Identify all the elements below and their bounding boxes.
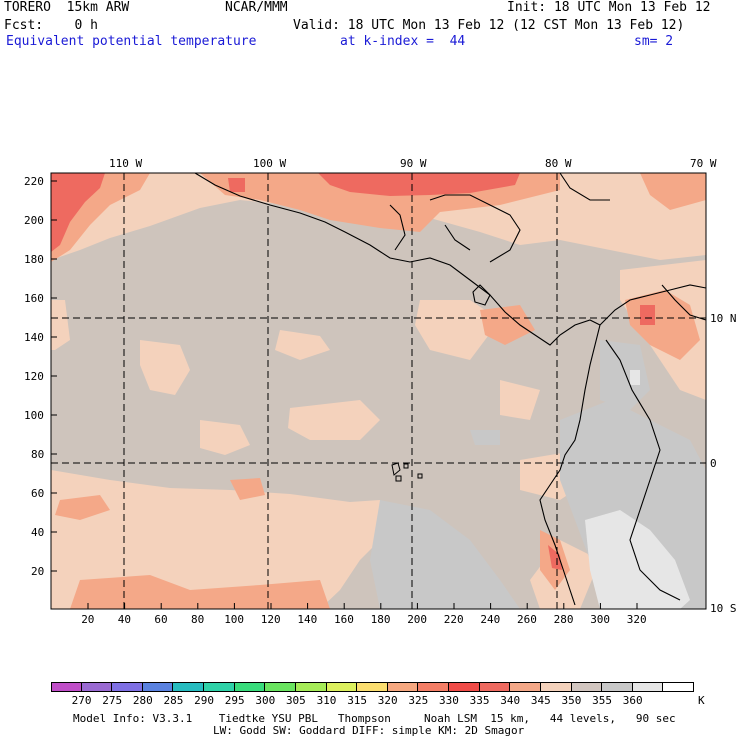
init-time: Init: 18 UTC Mon 13 Feb 12: [507, 0, 711, 15]
axis-ticks: [51, 180, 638, 609]
model-name: TORERO 15km ARW: [4, 0, 130, 15]
y-tick-label: 40: [31, 526, 45, 539]
x-tick-label: 140: [297, 613, 318, 626]
colorbar-label: 325: [408, 694, 429, 707]
colorbar-box: [510, 682, 541, 692]
colorbar-box: [632, 682, 664, 692]
y-tick-label: 20: [31, 565, 45, 578]
x-tick-label: 180: [370, 613, 391, 626]
colorbar-box: [51, 682, 82, 692]
colorbar-label: 305: [285, 694, 306, 707]
x-tick-label: 260: [517, 613, 537, 626]
y-tick-label: 200: [24, 214, 44, 227]
colorbar-label: 320: [377, 694, 398, 707]
colorbar-box: [204, 682, 235, 692]
forecast-hour: Fcst: 0 h: [4, 18, 98, 33]
colorbar-box: [479, 682, 511, 692]
physics-info: LW: Godd SW: Goddard DIFF: simple KM: 2D…: [213, 724, 525, 737]
x-tick-label: 20: [81, 613, 95, 626]
colorbar-box: [357, 682, 388, 692]
lon-label-100w: 100 W: [253, 157, 287, 170]
colorbar-box: [418, 682, 450, 692]
colorbar-label: 340: [500, 694, 521, 707]
colorbar-label: 345: [530, 694, 551, 707]
colorbar-box: [663, 682, 694, 692]
x-tick-label: 240: [480, 613, 501, 626]
colorbar-box: [326, 682, 358, 692]
field-355-360: [585, 370, 690, 609]
galapagos-islands: [391, 462, 423, 482]
valid-time: Valid: 18 UTC Mon 13 Feb 12 (12 CST Mon …: [293, 18, 685, 33]
y-tick-label: 60: [31, 487, 45, 500]
colorbar-label: 295: [224, 694, 245, 707]
colorbar-label: 285: [163, 694, 184, 707]
y-tick-label: 120: [24, 370, 44, 383]
map-frame: [50, 172, 707, 610]
lon-label-90w: 90 W: [400, 157, 427, 170]
colorbar-label: 275: [102, 694, 123, 707]
y-tick-label: 100: [24, 409, 44, 422]
y-tick-label: 180: [24, 253, 44, 266]
colorbar-box: [387, 682, 419, 692]
colorbar-box: [173, 682, 205, 692]
x-tick-label: 120: [260, 613, 281, 626]
y-tick-label: 140: [24, 331, 44, 344]
x-tick-label: 160: [334, 613, 354, 626]
lat-label-10n: 10 N: [710, 312, 737, 325]
lon-label-110w: 110 W: [109, 157, 143, 170]
colorbar-box: [81, 682, 113, 692]
coastlines: [194, 172, 707, 606]
colorbar-box: [571, 682, 603, 692]
colorbar-box: [142, 682, 174, 692]
y-tick-label: 80: [31, 448, 45, 461]
colorbar-label: 335: [469, 694, 490, 707]
colorbar-units: K: [698, 694, 705, 707]
colorbar-box: [112, 682, 143, 692]
lat-label-10s: 10 S: [710, 602, 737, 615]
smoothing: sm= 2: [634, 34, 674, 49]
y-tick-label: 220: [24, 175, 44, 188]
lat-label-0: 0: [710, 457, 717, 470]
x-tick-label: 300: [590, 613, 611, 626]
lon-label-80w: 80 W: [545, 157, 572, 170]
x-tick-label: 100: [224, 613, 245, 626]
colorbar-label: 310: [316, 694, 337, 707]
colorbar-label: 300: [255, 694, 276, 707]
colorbar-box: [602, 682, 633, 692]
field-name: Equivalent potential temperature: [6, 34, 257, 49]
colorbar-box: [540, 682, 572, 692]
colorbar-label: 350: [561, 694, 582, 707]
colorbar-label: 290: [194, 694, 214, 707]
x-tick-label: 60: [154, 613, 168, 626]
level-index: at k-index = 44: [340, 34, 466, 49]
y-tick-label: 160: [24, 292, 44, 305]
colorbar-label: 315: [347, 694, 368, 707]
x-tick-label: 220: [443, 613, 464, 626]
colorbar-box: [234, 682, 266, 692]
model-info: Model Info: V3.3.1 Tiedtke YSU PBL Thomp…: [73, 712, 676, 725]
x-tick-label: 320: [626, 613, 647, 626]
colorbar-label: 330: [439, 694, 459, 707]
x-tick-label: 280: [553, 613, 574, 626]
colorbar-label: 360: [622, 694, 643, 707]
colorbar-label: 270: [71, 694, 92, 707]
center-name: NCAR/MMM: [225, 0, 288, 15]
x-tick-label: 40: [117, 613, 132, 626]
lon-label-70w: 70 W: [690, 157, 717, 170]
x-tick-label: 200: [407, 613, 428, 626]
colorbar-label: 280: [132, 694, 153, 707]
colorbar-box: [295, 682, 327, 692]
field-330-335: [51, 173, 655, 570]
x-tick-label: 80: [191, 613, 205, 626]
colorbar-box: [265, 682, 296, 692]
latlon-grid: [51, 173, 706, 609]
colorbar-label: 355: [592, 694, 613, 707]
colorbar-box: [449, 682, 480, 692]
